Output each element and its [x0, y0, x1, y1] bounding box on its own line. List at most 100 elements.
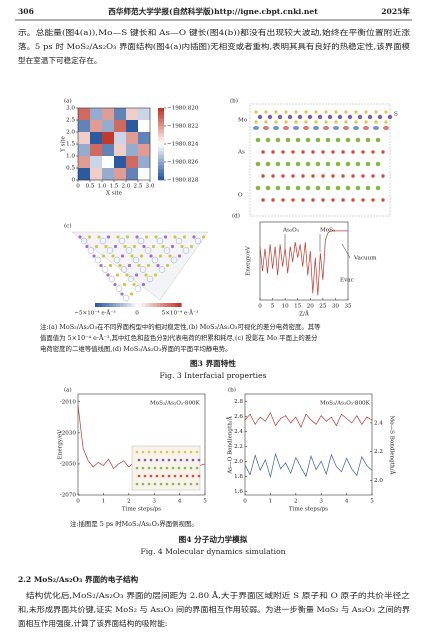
atom — [257, 114, 263, 120]
x-tick-label: 2.0 — [122, 184, 131, 190]
atom — [173, 474, 177, 478]
atom — [331, 150, 335, 154]
atom — [285, 137, 291, 143]
atom — [161, 458, 165, 462]
contour — [175, 237, 183, 245]
lattice-node — [92, 254, 96, 258]
atom — [185, 458, 189, 462]
colorbar-segment — [158, 176, 164, 181]
atom — [357, 114, 363, 120]
charge-lobe — [293, 126, 299, 130]
atom — [367, 114, 373, 120]
colorbar-segment — [174, 303, 178, 307]
atom — [327, 114, 333, 120]
heatmap-cell — [90, 132, 103, 145]
atom — [287, 114, 293, 120]
atom — [315, 185, 321, 191]
colorbar-segment — [158, 115, 164, 120]
lattice-node — [161, 244, 165, 249]
heatmap-cell — [78, 120, 91, 133]
x-tick-label: 0.5 — [86, 184, 95, 190]
figure-title-cn: 图3 界面特性 — [190, 358, 236, 368]
panel-label: (a) — [64, 387, 72, 394]
colorbar-segment — [158, 172, 164, 177]
heatmap-cell — [102, 168, 115, 181]
x-tick-label: 30 — [332, 304, 340, 310]
lattice-node — [111, 254, 115, 258]
figure-title-en: Fig. 3 Interfacial properties — [159, 371, 266, 380]
atom — [291, 174, 295, 178]
colorbar-segment — [145, 303, 150, 307]
contour — [132, 256, 140, 264]
charge-lobe — [373, 126, 379, 130]
atom — [271, 174, 275, 178]
body-line: 结构优化后,MoS₂/As₂O₃ 界面的层间距为 2.80 Å,大于界面区域附近… — [26, 590, 410, 600]
atom — [167, 474, 171, 478]
heatmap-cell — [78, 168, 91, 181]
atom — [337, 114, 343, 120]
colorbar-segment — [158, 126, 164, 130]
lattice-node — [163, 235, 168, 239]
atom — [365, 185, 371, 191]
atom — [153, 466, 157, 470]
caption-note: 注:插图是 5 ps 时MoS₂/As₂O₃界面侧视图。 — [70, 519, 198, 528]
contour — [80, 237, 88, 245]
atom — [374, 120, 378, 124]
atom — [254, 110, 258, 114]
heatmap-cell — [114, 132, 127, 145]
atom — [284, 110, 288, 114]
lattice-node — [153, 273, 158, 277]
lattice-node — [154, 235, 158, 239]
heatmap-cell — [138, 108, 151, 121]
colorbar-segment — [95, 303, 99, 307]
atom — [191, 458, 195, 462]
colorbar-segment — [177, 303, 182, 307]
atom — [197, 458, 201, 462]
y-tick-label: 2.6 — [234, 414, 243, 420]
x-tick-label: 2 — [127, 499, 131, 505]
panel-label: (b) — [228, 387, 236, 394]
atom — [295, 161, 301, 167]
lattice-node — [85, 244, 89, 249]
atom — [167, 458, 171, 462]
heatmap-cell — [90, 168, 103, 181]
contour — [99, 237, 107, 245]
colorbar-segment — [105, 303, 110, 307]
colorbar-label: −1980.828 — [167, 178, 199, 184]
colorbar-segment — [158, 129, 164, 134]
colorbar-segment — [163, 303, 168, 307]
y-tick-label: 2.0 — [66, 130, 75, 136]
colorbar-label: 5×10⁻⁴ e·Å⁻³ — [162, 309, 199, 317]
atom — [301, 198, 305, 202]
atom — [143, 458, 147, 462]
lattice-node — [146, 263, 151, 268]
y-tick-label: 3.0 — [66, 106, 75, 112]
contour — [108, 275, 116, 283]
lattice-node — [108, 263, 113, 268]
atom — [297, 114, 303, 120]
colorbar-segment — [138, 303, 142, 307]
atom — [195, 450, 199, 454]
colorbar-segment — [102, 303, 106, 307]
atom — [171, 450, 175, 454]
figure-title-en: Fig. 4 Molecular dynamics simulation — [140, 547, 285, 556]
colorbar-segment — [131, 303, 135, 307]
x-tick-label: 4 — [345, 499, 349, 505]
atom — [325, 185, 331, 191]
colorbar-segment — [158, 118, 164, 123]
colorbar-segment — [113, 303, 117, 307]
atom-label: O — [238, 193, 243, 199]
atom-label: Mo — [238, 118, 248, 124]
colorbar-segment — [152, 303, 157, 307]
contour — [194, 237, 202, 245]
atom — [177, 482, 181, 486]
colorbar-segment — [123, 303, 128, 307]
heatmap-cell — [138, 144, 151, 157]
y-axis-title: Y site — [61, 135, 67, 152]
heatmap-cell — [102, 156, 115, 169]
colorbar-label: −1980.824 — [167, 142, 199, 148]
atom — [361, 150, 365, 154]
lattice-node — [201, 235, 206, 239]
x-axis-title: Time steps/ps — [122, 507, 161, 513]
contour — [122, 294, 130, 302]
